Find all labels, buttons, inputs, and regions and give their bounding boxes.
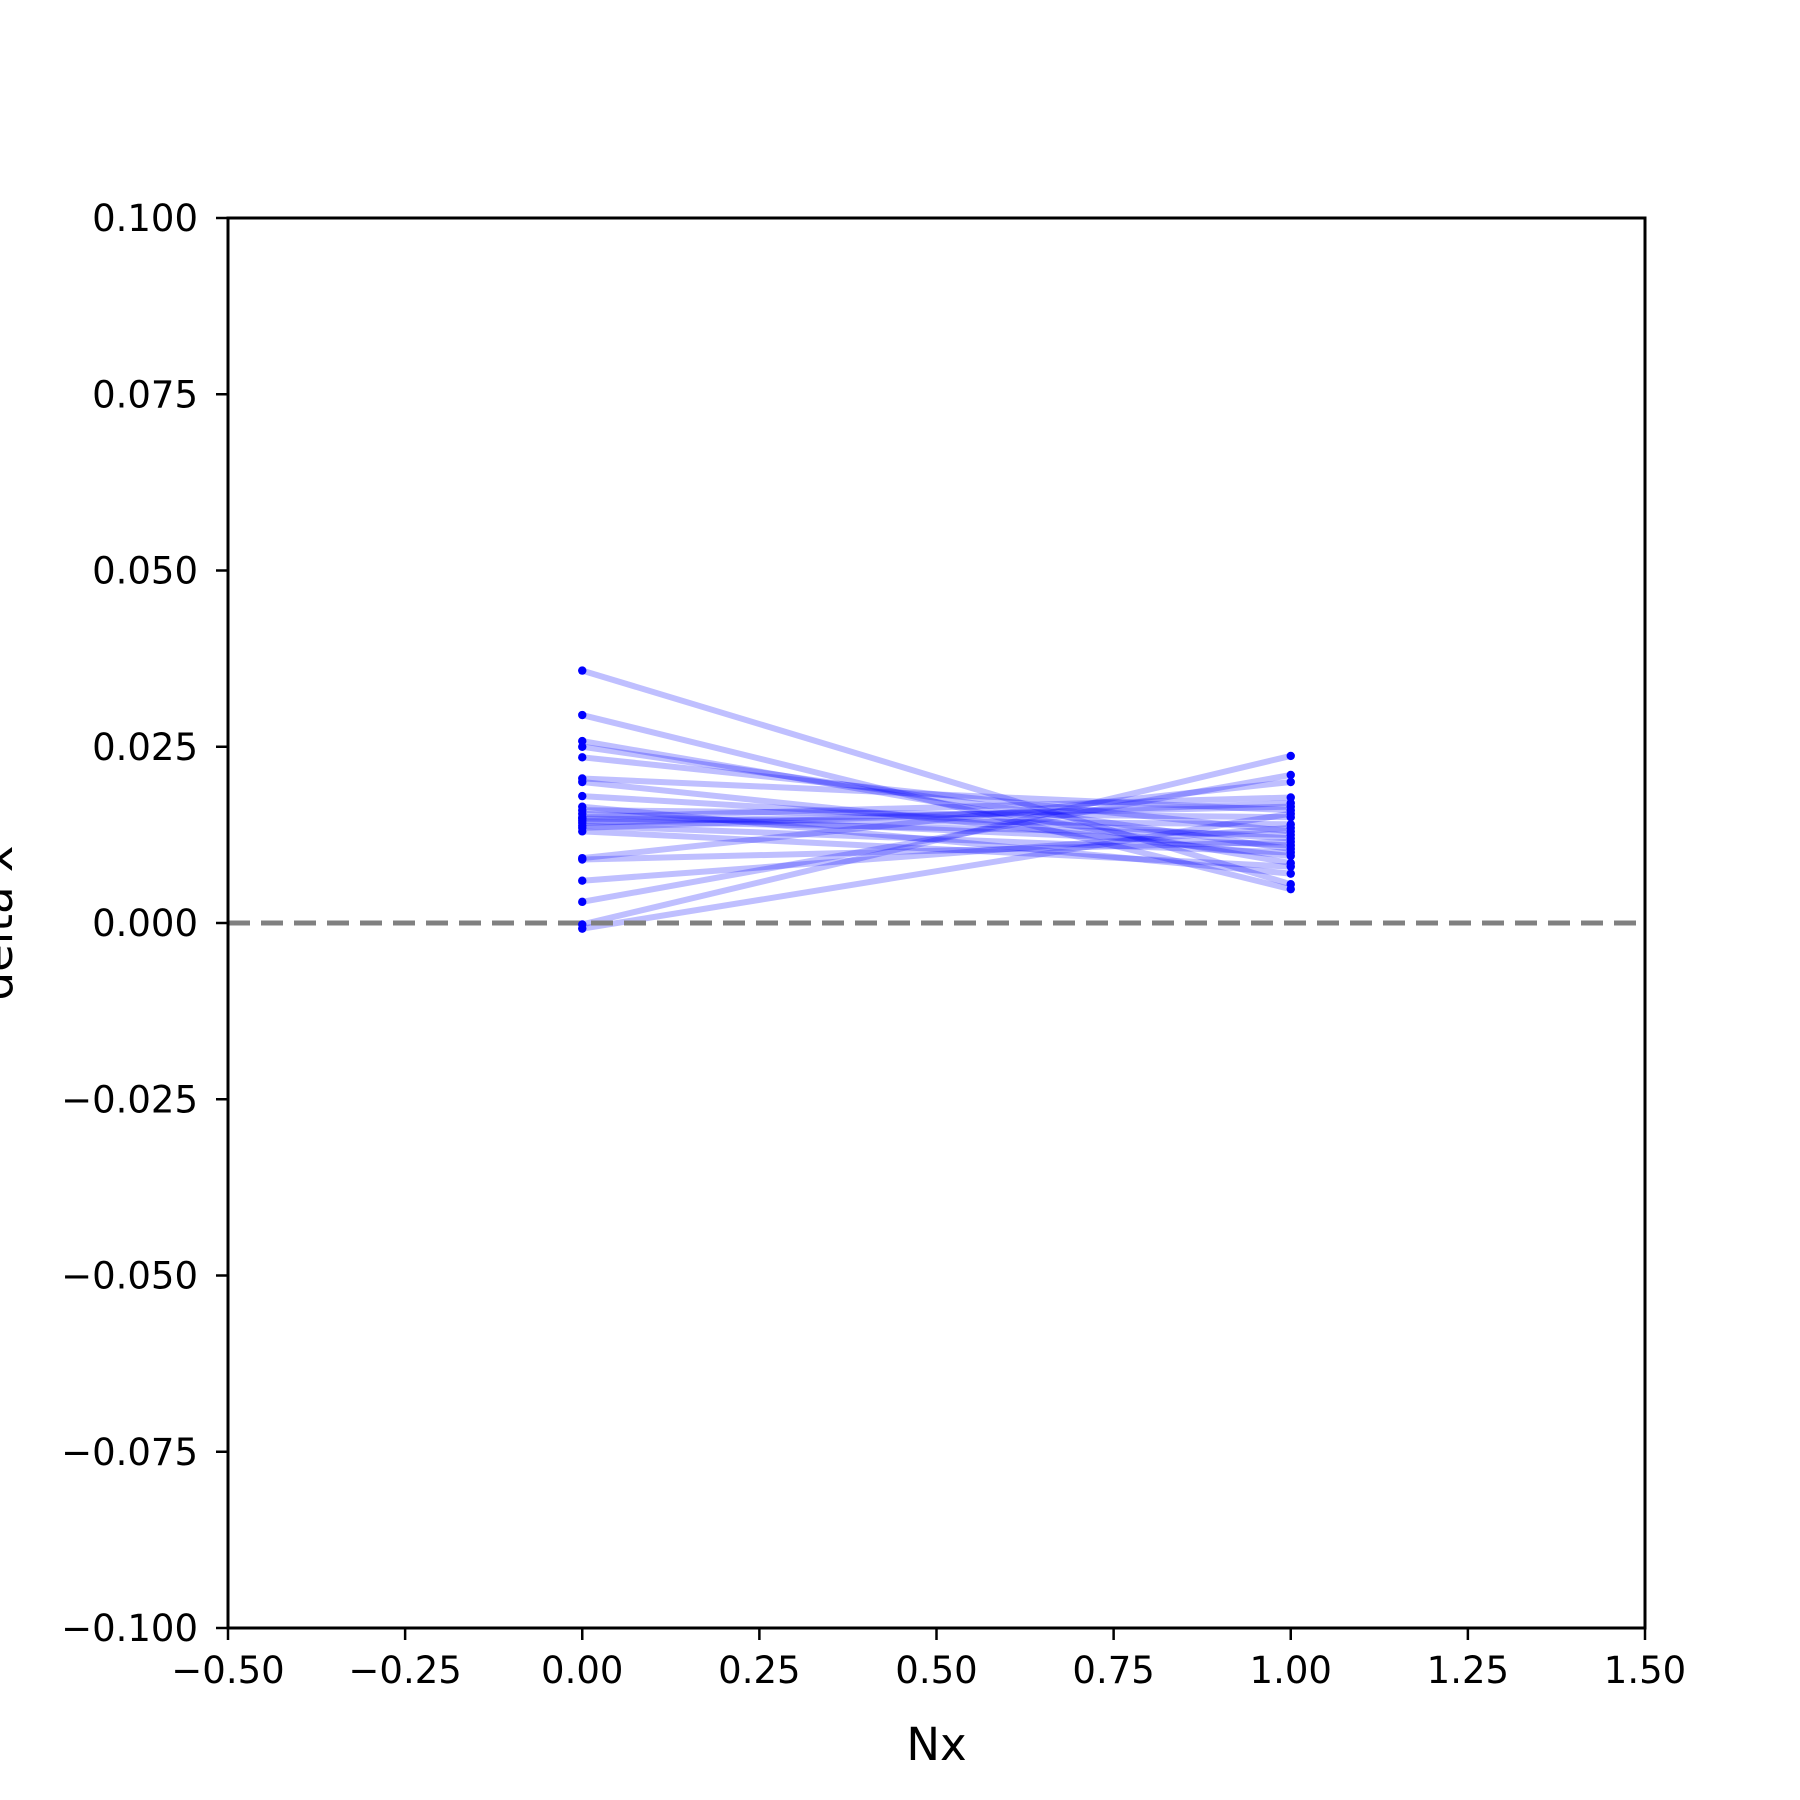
data-point-20-end (1286, 837, 1295, 847)
series-line-22 (581, 771, 1292, 905)
data-point-21-start (578, 876, 587, 885)
series-line-16 (582, 822, 1291, 856)
axes: −0.50 −0.25 0.00 0.25 0.50 0.75 1.00 1.25 1.50 −0… (61, 197, 1686, 1692)
series-line-12 (582, 794, 1291, 821)
data-point-8-start (578, 791, 587, 801)
x-tick-label: 0.75 (1072, 1649, 1154, 1692)
x-tick-label: 1.25 (1427, 1649, 1509, 1692)
series-line-11 (582, 810, 1291, 849)
x-tick-label: 1.00 (1250, 1649, 1332, 1692)
x-tick-label: −0.50 (171, 1649, 284, 1692)
series-line-4 (581, 743, 1292, 852)
series-line-19 (581, 779, 1292, 862)
y-tick-label: 0.025 (92, 726, 198, 769)
data-point-22-end (1286, 770, 1295, 780)
data-point-18-end (1286, 862, 1295, 871)
data-point-21-end (1286, 823, 1295, 833)
y-tick-label: −0.050 (61, 1255, 198, 1298)
y-axis-label: delta x (0, 846, 23, 1001)
series-line-24 (581, 810, 1292, 932)
data-point-2-end (1286, 884, 1295, 894)
series-line-7 (581, 779, 1292, 860)
data-point-16-end (1286, 848, 1295, 857)
series-line-3 (581, 738, 1292, 867)
series-line-17 (582, 800, 1291, 831)
x-tick-label: 0.25 (718, 1649, 800, 1692)
data-point-18-start (578, 827, 587, 836)
y-tick-label: −0.075 (61, 1431, 198, 1474)
data-point-20-start (578, 855, 587, 864)
series-line-2 (581, 712, 1292, 893)
series-line-18 (582, 828, 1291, 870)
series-line-14 (582, 817, 1291, 838)
data-point-4-start (578, 742, 587, 751)
series-line-1 (581, 667, 1292, 888)
x-tick-label: 1.50 (1604, 1649, 1686, 1692)
series-line-23 (581, 752, 1292, 928)
data-point-24-start (578, 924, 587, 933)
y-tick-label: 0.100 (92, 197, 198, 240)
x-axis-label: Nx (906, 1718, 966, 1771)
data-point-14-end (1286, 830, 1295, 840)
series-line-6 (582, 775, 1291, 814)
data-point-24-end (1286, 809, 1295, 818)
series-line-5 (581, 754, 1292, 835)
y-tick-label: −0.025 (61, 1078, 198, 1121)
series-line-15 (582, 803, 1291, 826)
plot-area (228, 666, 1645, 933)
series-line-20 (582, 838, 1291, 863)
series-line-10 (582, 807, 1291, 821)
data-point-9-end (1286, 869, 1295, 878)
x-tick-label: 0.50 (895, 1649, 977, 1692)
series-line-8 (582, 793, 1291, 842)
data-point-23-end (1286, 751, 1295, 761)
y-tick-label: 0.000 (92, 902, 198, 945)
data-point-19-end (1286, 777, 1295, 787)
data-point-2-start (578, 710, 587, 720)
y-tick-label: 0.050 (92, 550, 198, 593)
data-point-1-start (578, 666, 587, 675)
y-tick-label: 0.075 (92, 373, 198, 416)
data-point-22-start (578, 897, 587, 907)
series-line-13 (582, 815, 1291, 828)
x-tick-label: 0.00 (541, 1649, 623, 1692)
data-point-7-start (578, 777, 587, 787)
series-line-21 (582, 824, 1291, 884)
data-point-17-end (1286, 798, 1295, 808)
data-point-5-start (578, 753, 587, 762)
x-tick-label: −0.25 (348, 1649, 461, 1692)
y-tick-label: −0.100 (61, 1607, 198, 1650)
series-line-9 (581, 803, 1292, 877)
